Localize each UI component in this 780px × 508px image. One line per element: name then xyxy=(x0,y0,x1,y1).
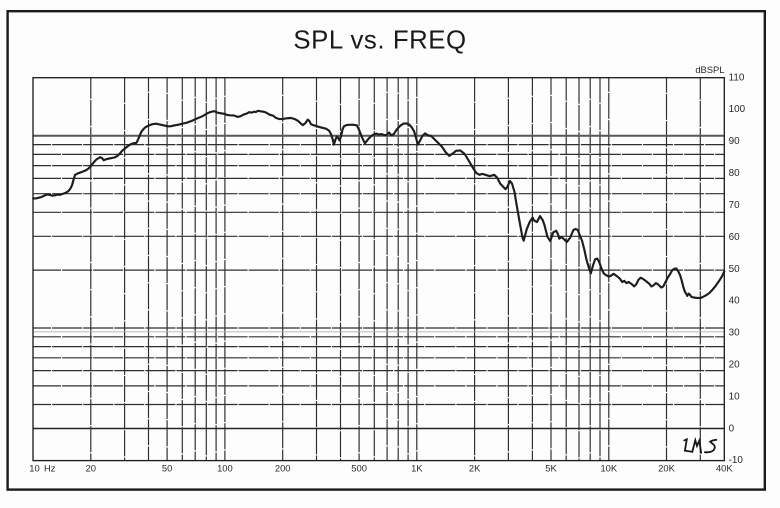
svg-text:10K: 10K xyxy=(600,463,617,474)
svg-text:40K: 40K xyxy=(716,463,733,474)
svg-text:1K: 1K xyxy=(411,463,423,474)
svg-text:20: 20 xyxy=(86,463,96,474)
svg-text:10: 10 xyxy=(729,391,740,402)
svg-text:5K: 5K xyxy=(545,463,557,474)
svg-text:SPL vs. FREQ: SPL vs. FREQ xyxy=(293,27,466,55)
svg-text:100: 100 xyxy=(729,104,746,115)
svg-text:dBSPL: dBSPL xyxy=(695,64,724,75)
svg-text:100: 100 xyxy=(217,463,233,474)
svg-text:90: 90 xyxy=(729,136,740,147)
svg-text:30: 30 xyxy=(729,328,740,339)
svg-text:0: 0 xyxy=(729,423,735,434)
svg-text:200: 200 xyxy=(275,463,291,474)
svg-text:50: 50 xyxy=(729,264,740,275)
svg-text:70: 70 xyxy=(729,200,740,211)
svg-text:40: 40 xyxy=(729,296,740,307)
svg-text:50: 50 xyxy=(162,463,172,474)
svg-text:60: 60 xyxy=(729,232,740,243)
svg-text:20: 20 xyxy=(729,360,740,371)
svg-text:Hz: Hz xyxy=(44,463,56,474)
svg-text:80: 80 xyxy=(729,168,740,179)
svg-text:20K: 20K xyxy=(658,463,675,474)
svg-text:10: 10 xyxy=(29,463,39,474)
svg-text:500: 500 xyxy=(351,463,367,474)
svg-text:2K: 2K xyxy=(469,463,481,474)
svg-text:-10: -10 xyxy=(729,455,744,466)
svg-text:110: 110 xyxy=(729,72,745,83)
